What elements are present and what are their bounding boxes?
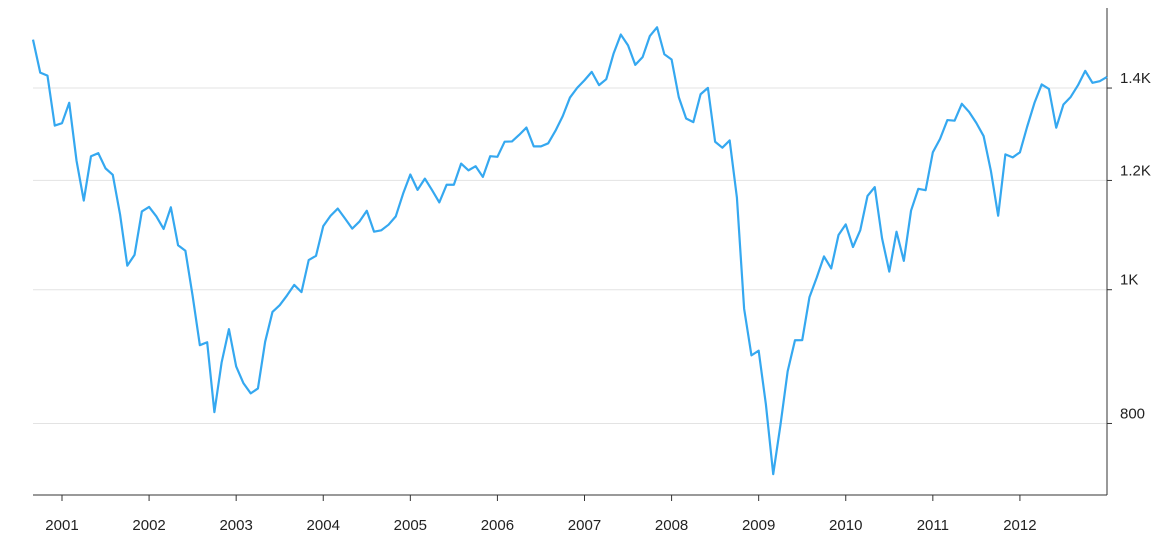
line — [31, 26, 1108, 476]
y-tick-label: 1.2K — [1120, 162, 1151, 179]
y-tick-label: 1.4K — [1120, 70, 1151, 87]
x-tick-label: 2002 — [132, 517, 165, 534]
x-tick-label: 2001 — [45, 517, 78, 534]
x-tick-label: 2006 — [481, 517, 514, 534]
x-tick-label: 2009 — [742, 517, 775, 534]
x-tick-label: 2008 — [655, 517, 688, 534]
y-tick-label: 1K — [1120, 272, 1138, 289]
x-tick-label: 2004 — [307, 517, 340, 534]
x-tick-label: 2005 — [394, 517, 427, 534]
x-tick-label: 2003 — [219, 517, 252, 534]
x-tick-label: 2007 — [568, 517, 601, 534]
x-tick-label: 2011 — [917, 517, 949, 534]
x-tick-label: 2012 — [1003, 517, 1036, 534]
x-tick-label: 2010 — [829, 517, 862, 534]
y-tick-label: 800 — [1120, 405, 1145, 422]
